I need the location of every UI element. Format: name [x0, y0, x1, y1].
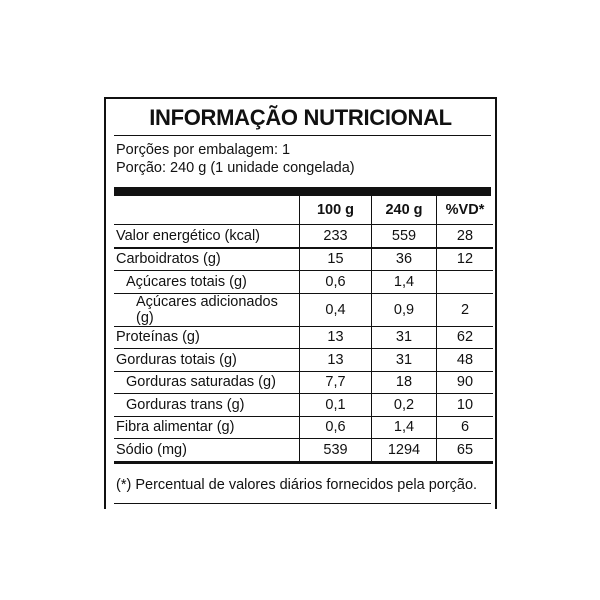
value-100g: 0,6 — [299, 416, 372, 439]
value-vd: 48 — [436, 348, 493, 372]
value-100g: 7,7 — [299, 371, 372, 394]
thick-divider-bar — [114, 187, 491, 196]
value-100g: 13 — [299, 348, 372, 372]
header-100g: 100 g — [299, 196, 372, 225]
table-header-row: 100 g 240 g %VD* — [114, 196, 493, 225]
nutrient-name: Proteínas (g) — [114, 326, 300, 349]
value-100g: 0,1 — [299, 393, 372, 417]
value-240g: 1294 — [371, 438, 437, 464]
serving-size: Porção: 240 g (1 unidade congelada) — [116, 160, 355, 176]
value-vd: 62 — [436, 326, 493, 349]
nutrient-name: Valor energético (kcal) — [114, 224, 300, 249]
value-240g: 1,4 — [371, 416, 437, 439]
value-100g: 539 — [299, 438, 372, 464]
value-vd — [436, 270, 493, 294]
value-240g: 559 — [371, 224, 437, 249]
value-vd: 28 — [436, 224, 493, 249]
bottom-divider — [114, 503, 491, 504]
table-row: Fibra alimentar (g) 0,6 1,4 6 — [114, 416, 493, 439]
table-row: Gorduras totais (g) 13 31 48 — [114, 348, 493, 372]
nutrient-name: Carboidratos (g) — [114, 247, 300, 271]
value-vd: 90 — [436, 371, 493, 394]
value-240g: 36 — [371, 247, 437, 271]
table-row: Valor energético (kcal) 233 559 28 — [114, 224, 493, 249]
table-row: Gorduras trans (g) 0,1 0,2 10 — [114, 393, 493, 417]
value-vd: 6 — [436, 416, 493, 439]
value-100g: 233 — [299, 224, 372, 249]
nutrition-table: 100 g 240 g %VD* Valor energético (kcal)… — [114, 196, 493, 464]
nutrient-name: Açúcares totais (g) — [114, 270, 300, 294]
value-240g: 0,2 — [371, 393, 437, 417]
table-row: Gorduras saturadas (g) 7,7 18 90 — [114, 371, 493, 394]
nutrient-name: Sódio (mg) — [114, 438, 300, 464]
title-divider — [114, 135, 491, 136]
value-vd: 10 — [436, 393, 493, 417]
table-row: Açúcares totais (g) 0,6 1,4 — [114, 270, 493, 294]
header-nutrient — [114, 196, 300, 225]
nutrient-name: Gorduras trans (g) — [114, 393, 300, 417]
value-240g: 1,4 — [371, 270, 437, 294]
header-240g: 240 g — [371, 196, 437, 225]
value-100g: 13 — [299, 326, 372, 349]
nutrient-name: Gorduras saturadas (g) — [114, 371, 300, 394]
value-100g: 0,6 — [299, 270, 372, 294]
value-vd: 2 — [436, 293, 493, 327]
nutrient-name: Açúcares adicionados (g) — [114, 293, 300, 327]
value-240g: 31 — [371, 348, 437, 372]
footnote: (*) Percentual de valores diários fornec… — [116, 477, 478, 493]
value-100g: 15 — [299, 247, 372, 271]
nutrient-name: Fibra alimentar (g) — [114, 416, 300, 439]
value-240g: 31 — [371, 326, 437, 349]
value-100g: 0,4 — [299, 293, 372, 327]
value-240g: 18 — [371, 371, 437, 394]
nutrition-label: INFORMAÇÃO NUTRICIONAL Porções por embal… — [104, 97, 497, 509]
value-240g: 0,9 — [371, 293, 437, 327]
nutrient-name: Gorduras totais (g) — [114, 348, 300, 372]
serving-info: Porções por embalagem: 1 Porção: 240 g (… — [116, 141, 355, 177]
value-vd: 12 — [436, 247, 493, 271]
table-row: Açúcares adicionados (g) 0,4 0,9 2 — [114, 293, 493, 327]
value-vd: 65 — [436, 438, 493, 464]
table-row: Carboidratos (g) 15 36 12 — [114, 247, 493, 271]
header-vd: %VD* — [436, 196, 493, 225]
table-row: Sódio (mg) 539 1294 65 — [114, 438, 493, 464]
label-title: INFORMAÇÃO NUTRICIONAL — [149, 105, 452, 130]
table-row: Proteínas (g) 13 31 62 — [114, 326, 493, 349]
servings-per-package: Porções por embalagem: 1 — [116, 142, 291, 158]
